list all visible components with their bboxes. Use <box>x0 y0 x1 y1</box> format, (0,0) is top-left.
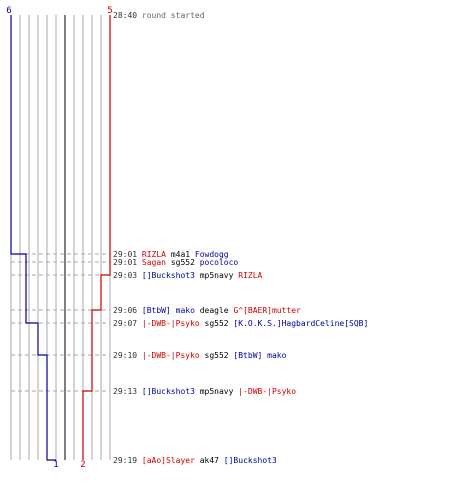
event-time: 29:19 <box>113 456 142 465</box>
kill-entry: 29:10 |-DWB-|Psyko sg552 [BtbW] mako <box>113 351 287 360</box>
player-name: [BtbW] mako <box>233 351 286 360</box>
event-time: 29:06 <box>113 306 142 315</box>
weapon-name: mp5navy <box>195 271 238 280</box>
player-name: G^[BAER]mutter <box>233 306 301 315</box>
kill-entry: 29:06 [BtbW] mako deagle G^[BAER]mutter <box>113 306 301 315</box>
event-time: 29:03 <box>113 271 142 280</box>
kill-log: 28:40 round started 29:01 RIZLA m4a1 Fowd… <box>113 11 368 465</box>
weapon-name: deagle <box>195 306 234 315</box>
player-name: pocoloco <box>200 258 239 267</box>
event-time: 28:40 <box>113 11 142 20</box>
player-name: []Buckshot3 <box>224 456 277 465</box>
event-time: 29:01 <box>113 258 142 267</box>
blue-start-count: 6 <box>6 6 11 16</box>
red-start-count: 5 <box>107 6 112 16</box>
weapon-name: sg552 <box>200 351 234 360</box>
weapon-name: sg552 <box>200 319 234 328</box>
kill-entry: 29:19 [aAo]Slayer ak47 []Buckshot3 <box>113 456 277 465</box>
player-name: [K.O.K.S.]HagbardCeline[SQB] <box>233 319 368 328</box>
team-count-labels: 6 5 1 2 <box>6 6 112 470</box>
kill-entry: 29:07 |-DWB-|Psyko sg552 [K.O.K.S.]Hagba… <box>113 319 368 328</box>
player-count-grid <box>10 15 111 460</box>
event-time: 29:13 <box>113 387 142 396</box>
player-name: |-DWB-|Psyko <box>142 319 200 328</box>
weapon-name: sg552 <box>166 258 200 267</box>
weapon-name: ak47 <box>195 456 224 465</box>
event-time: 29:01 <box>113 250 142 259</box>
kill-entry: 29:01 RIZLA m4a1 Fowdogg <box>113 250 229 259</box>
player-name: [aAo]Slayer <box>142 456 195 465</box>
round-start-entry: 28:40 round started <box>113 11 205 20</box>
weapon-name: mp5navy <box>195 387 238 396</box>
kill-entry: 29:13 []Buckshot3 mp5navy |-DWB-|Psyko <box>113 387 296 396</box>
player-name: []Buckshot3 <box>142 271 195 280</box>
event-time: 29:07 <box>113 319 142 328</box>
player-name: Sagan <box>142 258 166 267</box>
weapon-name: m4a1 <box>166 250 195 259</box>
blue-team-trace <box>10 15 56 461</box>
kill-entry: 29:03 []Buckshot3 mp5navy RIZLA <box>113 271 263 280</box>
red-end-count: 2 <box>80 460 85 470</box>
player-name: RIZLA <box>238 271 262 280</box>
blue-end-count: 1 <box>53 460 58 470</box>
event-time: 29:10 <box>113 351 142 360</box>
player-name: |-DWB-|Psyko <box>142 351 200 360</box>
player-name: Fowdogg <box>195 250 229 259</box>
kill-entry: 29:01 Sagan sg552 pocoloco <box>113 258 238 267</box>
player-name: RIZLA <box>142 250 166 259</box>
player-name: [BtbW] <box>142 306 171 315</box>
player-name: []Buckshot3 <box>142 387 195 396</box>
player-name: mako <box>171 306 195 315</box>
event-text: round started <box>142 11 205 20</box>
player-name: |-DWB-|Psyko <box>238 387 296 396</box>
red-team-trace <box>82 15 111 460</box>
team-count-traces <box>10 15 111 461</box>
